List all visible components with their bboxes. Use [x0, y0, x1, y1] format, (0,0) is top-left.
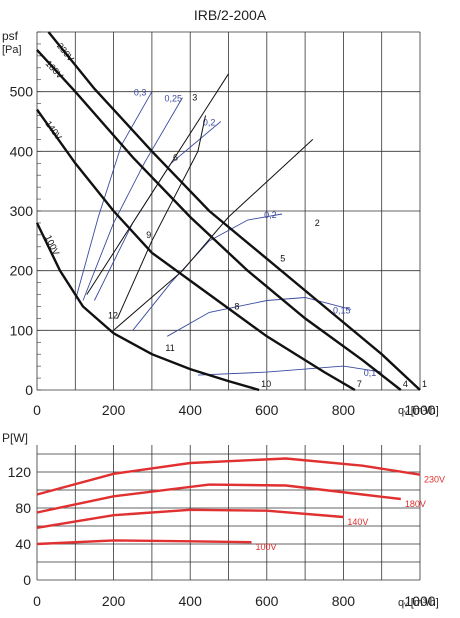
- efficiency-curve: [132, 213, 283, 331]
- efficiency-curve: [197, 365, 382, 376]
- operating-point-label: 4: [403, 379, 408, 389]
- pressure-chart: IRB/2-200A psf[Pa] 0 100 200 300 400 500 0 200 400…: [2, 7, 439, 418]
- y-axis-label: P[W]: [2, 431, 28, 445]
- power-curve-230v: [36, 457, 421, 496]
- y-axis-unit: [Pa]: [2, 44, 22, 56]
- system-line: [113, 139, 314, 331]
- efficiency-curve: [82, 97, 183, 301]
- operating-point-label: 3: [192, 93, 197, 103]
- y-tick-label: 400: [10, 143, 34, 159]
- chart-title: IRB/2-200A: [194, 7, 267, 23]
- power-curve-180v: [36, 483, 401, 514]
- x-tick-label: 600: [255, 402, 279, 418]
- y-tick-label: 100: [10, 322, 34, 338]
- efficiency-label: 0,15: [333, 305, 351, 315]
- system-line: [116, 115, 206, 319]
- x-tick-label: 1000: [404, 593, 435, 609]
- y-tick-label: 500: [10, 84, 34, 100]
- y-tick-label: 0: [23, 572, 31, 588]
- x-tick-label: 0: [33, 402, 41, 418]
- x-axis-label: qᵥ [m³/h]: [398, 597, 439, 609]
- operating-point-label: 11: [165, 343, 174, 353]
- x-axis-label: qᵥ [m³/h]: [398, 405, 439, 417]
- x-tick-label: 0: [33, 593, 41, 609]
- operating-point-label: 8: [234, 301, 239, 311]
- y-tick-label: 120: [8, 464, 32, 480]
- x-tick-label: 800: [332, 402, 356, 418]
- efficiency-label: 0,25: [165, 94, 183, 104]
- efficiency-curve: [166, 297, 352, 337]
- power-curve-label: 100V: [255, 542, 276, 552]
- y-axis-label: psf: [2, 29, 19, 43]
- fan-curve-230v: [47, 31, 421, 391]
- efficiency-label: 0,2: [264, 210, 277, 220]
- operating-point-label: 12: [108, 310, 118, 320]
- operating-point-label: 7: [357, 379, 362, 389]
- x-tick-label: 200: [102, 593, 126, 609]
- efficiency-label: 0,3: [134, 88, 147, 98]
- fan-curve-180v: [36, 49, 402, 391]
- operating-point-label: 2: [315, 218, 320, 228]
- power-curve-100v: [36, 539, 252, 546]
- operating-point-label: 1: [422, 379, 427, 389]
- fan-curve-label: 100V: [43, 233, 61, 256]
- x-tick-label: 200: [102, 402, 126, 418]
- power-curve-label: 180V: [405, 499, 426, 509]
- y-tick-label: 0: [25, 382, 33, 398]
- y-tick-label: 200: [10, 263, 34, 279]
- efficiency-label: 0,2: [203, 118, 216, 128]
- y-tick-label: 40: [15, 536, 31, 552]
- power-curve-140v: [36, 508, 344, 529]
- operating-point-label: 9: [146, 230, 151, 240]
- efficiency-curve: [74, 91, 153, 301]
- power-curve-label: 230V: [424, 475, 445, 485]
- x-tick-label: 400: [179, 402, 203, 418]
- system-line: [86, 73, 229, 295]
- fan-curve-label: 140V: [43, 119, 63, 142]
- x-tick-label: 400: [179, 593, 203, 609]
- x-tick-label: 1000: [404, 402, 435, 418]
- x-tick-label: 800: [332, 593, 356, 609]
- power-curve-label: 140V: [347, 517, 368, 527]
- x-tick-label: 600: [255, 593, 279, 609]
- fan-curve-140v: [36, 108, 356, 392]
- efficiency-label: 0,1: [364, 368, 377, 378]
- operating-point-label: 6: [173, 152, 178, 162]
- y-tick-label: 80: [15, 500, 31, 516]
- fan-curve-100v: [35, 222, 260, 392]
- operating-point-label: 5: [280, 254, 285, 264]
- operating-point-label: 10: [261, 379, 271, 389]
- y-tick-label: 300: [10, 203, 34, 219]
